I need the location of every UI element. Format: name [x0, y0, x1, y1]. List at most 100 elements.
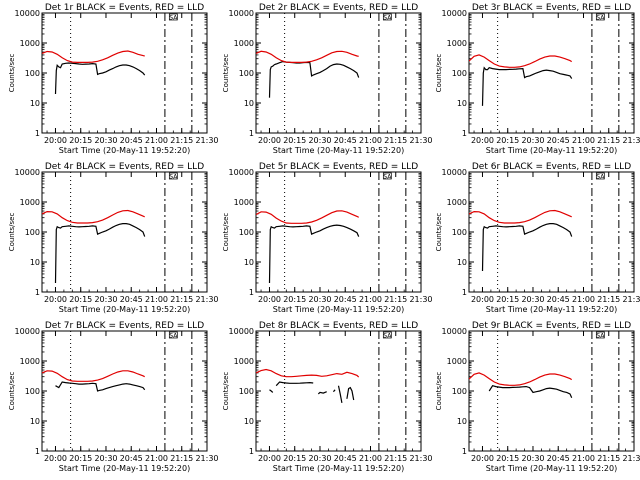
x-axis-label: Start Time (20-May-11 19:52:20) — [59, 305, 190, 314]
series-black-line — [317, 391, 327, 395]
y-tick-label: 1 — [249, 129, 254, 138]
y-tick-label: 10000 — [229, 168, 254, 177]
series-red-line — [42, 50, 145, 64]
x-tick-label: 20:45 — [334, 136, 357, 145]
x-tick-label: 21:30 — [409, 454, 432, 463]
x-tick-label: 20:45 — [120, 136, 143, 145]
x-axis-label: Start Time (20-May-11 19:52:20) — [59, 464, 190, 473]
y-tick-label: 1 — [249, 288, 254, 297]
x-tick-label: 20:30 — [94, 295, 117, 304]
sa-marker-box — [168, 331, 178, 339]
x-tick-label: 20:30 — [521, 454, 544, 463]
sa-marker-label: SA — [596, 15, 605, 22]
panel-det-2: Det 2r BLACK = Events, RED = LLD 1 10 100 10… — [222, 3, 433, 155]
sa-marker-label: SA — [169, 15, 178, 22]
panel-title: Det 4r BLACK = Events, RED = LLD — [45, 162, 204, 172]
x-tick-label: 20:30 — [308, 454, 331, 463]
plot-frame — [468, 171, 635, 293]
x-tick-label: 20:45 — [547, 136, 570, 145]
y-axis-label: Counts/sec — [222, 372, 230, 411]
x-tick-label: 21:15 — [384, 295, 407, 304]
series-black-line — [54, 223, 146, 284]
x-tick-label: 20:45 — [120, 295, 143, 304]
y-tick-label: 1000 — [20, 198, 40, 207]
plot-frame — [41, 171, 208, 293]
x-tick-label: 21:15 — [597, 136, 620, 145]
y-tick-label: 10 — [457, 258, 467, 267]
sa-marker-box — [382, 13, 392, 21]
y-axis-label: Counts/sec — [222, 54, 230, 93]
x-tick-label: 20:15 — [69, 454, 92, 463]
panel-title: Det 7r BLACK = Events, RED = LLD — [45, 321, 204, 331]
x-tick-label: 21:30 — [409, 295, 432, 304]
y-tick-label: 1 — [35, 129, 40, 138]
x-axis-label: Start Time (20-May-11 19:52:20) — [273, 464, 404, 473]
y-tick-label: 1 — [462, 129, 467, 138]
x-tick-label: 20:00 — [471, 454, 494, 463]
x-tick-label: 20:00 — [258, 454, 281, 463]
x-tick-label: 20:45 — [120, 454, 143, 463]
sa-marker-label: SA — [169, 174, 178, 181]
x-tick-label: 21:00 — [359, 295, 382, 304]
x-tick-label: 20:15 — [69, 136, 92, 145]
y-tick-label: 1 — [462, 288, 467, 297]
series-red-line — [256, 368, 360, 378]
x-tick-label: 20:45 — [334, 295, 357, 304]
x-tick-label: 21:15 — [170, 136, 193, 145]
x-tick-label: 20:15 — [69, 295, 92, 304]
sa-marker-box — [382, 172, 392, 180]
x-tick-label: 21:00 — [572, 454, 595, 463]
panel-det-6: Det 6r BLACK = Events, RED = LLD 1 10 100 10… — [435, 162, 640, 314]
sa-marker-box — [595, 172, 605, 180]
sa-marker-label: SA — [596, 333, 605, 340]
x-tick-label: 20:30 — [94, 136, 117, 145]
series-black-line — [54, 62, 146, 95]
x-tick-label: 20:00 — [44, 136, 67, 145]
x-tick-label: 20:30 — [94, 454, 117, 463]
y-tick-label: 100 — [239, 228, 254, 237]
x-tick-label: 20:15 — [496, 454, 519, 463]
x-tick-label: 21:00 — [572, 136, 595, 145]
panel-det-3: Det 3r BLACK = Events, RED = LLD 1 10 100 10… — [435, 3, 640, 155]
panel-det-9: Det 9r BLACK = Events, RED = LLD 1 10 100 10… — [435, 321, 640, 473]
y-axis-label: Counts/sec — [435, 372, 443, 411]
x-tick-label: 20:45 — [547, 454, 570, 463]
y-axis-label: Counts/sec — [8, 213, 16, 252]
series-red-line — [469, 372, 573, 386]
series-black-line — [268, 60, 360, 98]
y-axis-label: Counts/sec — [8, 54, 16, 93]
x-tick-label: 20:00 — [471, 136, 494, 145]
x-tick-label: 20:00 — [258, 136, 281, 145]
x-tick-label: 21:15 — [170, 295, 193, 304]
plot-frame — [41, 330, 208, 452]
series-black-line — [481, 223, 573, 272]
y-tick-label: 10000 — [15, 9, 40, 18]
y-tick-label: 1 — [462, 447, 467, 456]
sa-marker-label: SA — [383, 174, 392, 181]
series-black-line — [346, 386, 355, 401]
y-tick-label: 100 — [452, 228, 467, 237]
y-tick-label: 100 — [25, 387, 40, 396]
series-red-line — [42, 370, 145, 382]
y-tick-label: 10000 — [229, 327, 254, 336]
sa-marker-box — [595, 13, 605, 21]
y-axis-label: Counts/sec — [8, 372, 16, 411]
x-tick-label: 21:30 — [195, 295, 218, 304]
plot-frame — [255, 12, 422, 134]
panel-title: Det 2r BLACK = Events, RED = LLD — [259, 3, 418, 13]
x-tick-label: 20:00 — [44, 295, 67, 304]
x-tick-label: 21:00 — [359, 136, 382, 145]
y-tick-label: 10 — [457, 99, 467, 108]
x-axis-label: Start Time (20-May-11 19:52:20) — [59, 146, 190, 155]
plot-frame — [468, 12, 635, 134]
y-tick-label: 10000 — [442, 9, 467, 18]
y-tick-label: 10 — [30, 258, 40, 267]
panel-title: Det 1r BLACK = Events, RED = LLD — [45, 3, 204, 13]
x-tick-label: 20:15 — [283, 454, 306, 463]
sa-marker-label: SA — [383, 15, 392, 22]
y-tick-label: 10 — [457, 417, 467, 426]
y-tick-label: 10 — [30, 417, 40, 426]
series-red-line — [42, 209, 145, 224]
x-tick-label: 20:15 — [496, 136, 519, 145]
